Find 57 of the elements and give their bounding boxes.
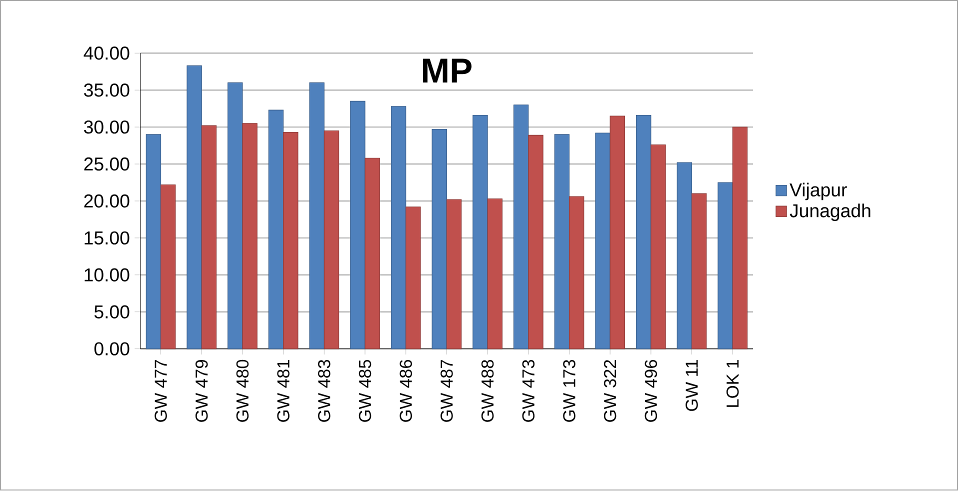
x-tick-label: GW 322 bbox=[604, 360, 616, 422]
y-tick-label: 30.00 bbox=[84, 120, 130, 134]
legend-label: Vijapur bbox=[790, 183, 847, 200]
x-tick-label: LOK 1 bbox=[726, 360, 739, 408]
x-tick-label: GW 496 bbox=[644, 360, 658, 422]
x-tick-label: GW 173 bbox=[563, 360, 576, 422]
bar bbox=[513, 104, 529, 350]
legend-label: Junagadh bbox=[790, 204, 870, 222]
y-tick-label: 40.00 bbox=[84, 46, 130, 60]
chart-title: MP bbox=[423, 58, 472, 83]
bar bbox=[487, 198, 502, 350]
x-tick-label: GW 481 bbox=[277, 360, 290, 422]
bar bbox=[650, 144, 666, 350]
bar bbox=[732, 127, 748, 350]
bar bbox=[146, 134, 162, 350]
bar bbox=[568, 196, 584, 350]
bar bbox=[228, 82, 243, 350]
x-tick-label: GW 477 bbox=[154, 360, 167, 422]
bar bbox=[268, 110, 284, 350]
y-tick-label: 25.00 bbox=[84, 158, 130, 171]
x-tick-label: GW 485 bbox=[358, 360, 372, 422]
bar bbox=[432, 129, 447, 350]
bar bbox=[201, 126, 217, 350]
x-tick-label: GW 480 bbox=[236, 360, 249, 422]
bar bbox=[186, 66, 202, 350]
x-tick-label: GW 11 bbox=[686, 360, 698, 412]
bar bbox=[446, 199, 462, 350]
bar bbox=[610, 116, 626, 350]
bar bbox=[390, 106, 406, 350]
y-tick-label: 20.00 bbox=[84, 194, 130, 208]
bar bbox=[283, 132, 298, 350]
bar bbox=[309, 82, 324, 350]
x-tick-label: GW 483 bbox=[318, 360, 330, 422]
y-tick-label: 5.00 bbox=[94, 305, 130, 319]
bar bbox=[692, 194, 707, 350]
bar bbox=[242, 123, 258, 350]
bar bbox=[636, 115, 652, 350]
y-tick-label: 35.00 bbox=[84, 84, 130, 97]
bar bbox=[364, 158, 380, 350]
bar bbox=[528, 135, 544, 350]
bar bbox=[350, 101, 366, 350]
x-tick-label: GW 487 bbox=[440, 360, 453, 422]
x-tick-label: GW 486 bbox=[400, 360, 412, 422]
bar bbox=[160, 184, 176, 350]
y-tick-label: 0.00 bbox=[94, 342, 130, 356]
bar bbox=[554, 134, 570, 350]
x-tick-label: GW 473 bbox=[522, 360, 535, 422]
bar bbox=[472, 115, 488, 350]
y-tick-label: 10.00 bbox=[84, 268, 130, 282]
bar bbox=[676, 162, 692, 350]
bar bbox=[595, 132, 610, 350]
bar bbox=[324, 130, 340, 350]
y-tick-label: 15.00 bbox=[84, 232, 130, 245]
x-tick-label: GW 479 bbox=[196, 360, 208, 422]
x-tick-label: GW 488 bbox=[481, 360, 494, 422]
bar bbox=[718, 182, 733, 350]
bar bbox=[406, 206, 421, 350]
